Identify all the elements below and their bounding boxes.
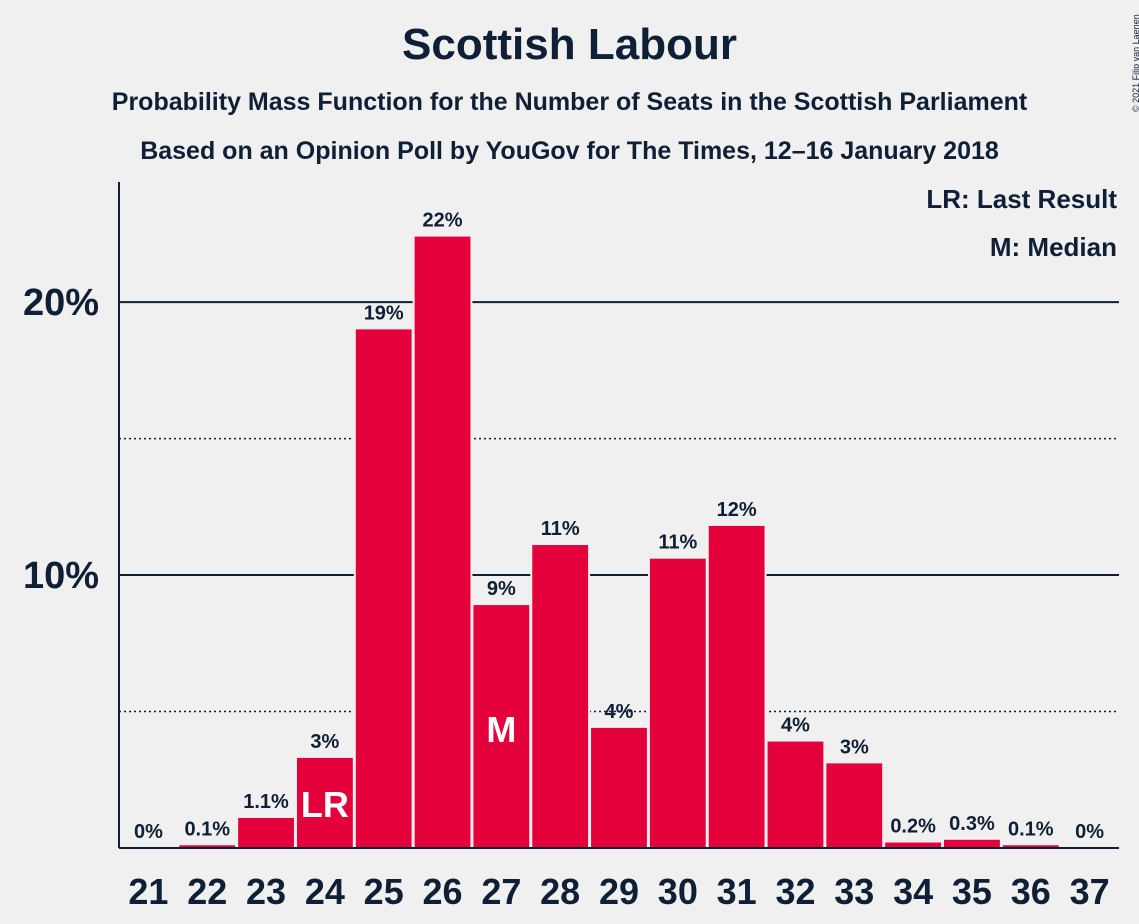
x-tick-label: 37: [1070, 871, 1110, 912]
bar: [473, 605, 530, 848]
x-tick-label: 35: [952, 871, 992, 912]
data-label: 11%: [541, 518, 580, 540]
bar: [179, 845, 236, 848]
data-label: 9%: [487, 578, 516, 600]
chart-subtitle-poll: Based on an Opinion Poll by YouGov for T…: [140, 137, 999, 165]
x-tick-label: 36: [1011, 871, 1051, 912]
x-tick-label: 30: [658, 871, 698, 912]
x-tick-label: 29: [599, 871, 639, 912]
bar: [355, 329, 412, 848]
x-tick-label: 25: [364, 871, 404, 912]
bar: [767, 741, 824, 848]
bar: [532, 545, 589, 848]
x-tick-label: 27: [481, 871, 521, 912]
chart-title: Scottish Labour: [402, 20, 737, 69]
marker-label-lr: LR: [301, 784, 349, 825]
data-label: 3%: [310, 731, 339, 753]
data-label: 19%: [364, 302, 404, 324]
chart-subtitle: Probability Mass Function for the Number…: [111, 88, 1028, 116]
bar: [238, 817, 294, 848]
x-tick-label: 32: [775, 871, 815, 912]
x-tick-label: 26: [423, 871, 463, 912]
bar: [649, 558, 706, 848]
data-label: 11%: [658, 532, 697, 554]
legend-median: M: Median: [989, 232, 1117, 262]
x-tick-label: 24: [305, 871, 345, 912]
data-label: 0.1%: [1008, 818, 1054, 840]
marker-label-m: M: [486, 709, 516, 750]
x-tick-label: 31: [717, 871, 757, 912]
y-tick-label: 20%: [23, 282, 99, 324]
data-label: 0%: [134, 821, 163, 843]
data-label: 4%: [605, 701, 634, 723]
bar: [1002, 845, 1059, 848]
data-label: 0.1%: [184, 818, 230, 840]
x-tick-label: 23: [246, 871, 286, 912]
bar: [944, 839, 1000, 848]
data-label: 0.3%: [949, 813, 995, 835]
data-label: 3%: [840, 736, 869, 758]
x-tick-label: 21: [128, 871, 168, 912]
data-label: 12%: [717, 499, 757, 521]
bar: [591, 727, 647, 848]
y-tick-label: 10%: [23, 555, 99, 597]
bar: [708, 525, 765, 848]
x-tick-label: 34: [893, 871, 933, 912]
data-label: 1.1%: [243, 791, 289, 813]
bar: [296, 757, 353, 848]
x-tick-label: 22: [187, 871, 227, 912]
bar: [826, 763, 883, 848]
data-label: 0%: [1075, 821, 1104, 843]
data-label: 4%: [781, 715, 810, 737]
x-tick-label: 33: [834, 871, 874, 912]
bar: [885, 842, 942, 848]
data-label: 22%: [423, 210, 463, 232]
x-tick-label: 28: [540, 871, 580, 912]
data-label: 0.2%: [890, 816, 936, 838]
legend-last-result: LR: Last Result: [926, 184, 1117, 214]
bar: [414, 236, 471, 849]
